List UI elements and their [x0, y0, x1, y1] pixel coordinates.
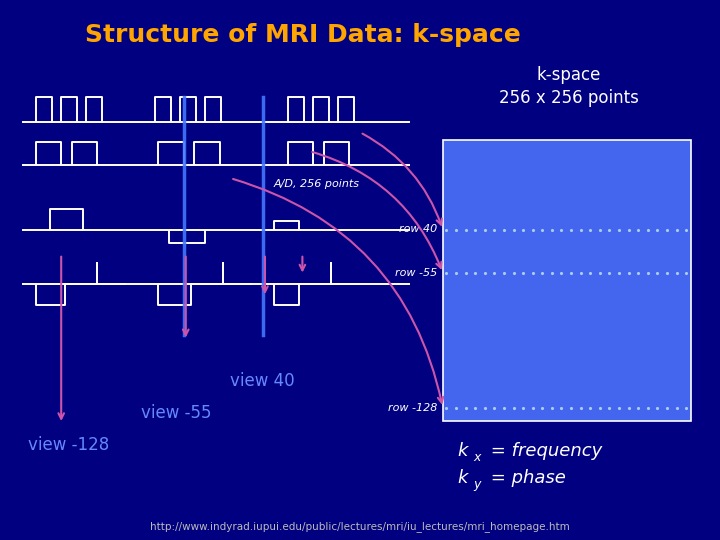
Text: row -128: row -128 — [387, 403, 437, 413]
Text: row 40: row 40 — [399, 225, 437, 234]
Text: view -55: view -55 — [141, 404, 212, 422]
Text: view -128: view -128 — [28, 436, 109, 455]
Text: k: k — [457, 442, 467, 460]
Bar — [443, 140, 691, 421]
Text: = phase: = phase — [485, 469, 565, 487]
Text: view 40: view 40 — [230, 372, 295, 390]
Text: http://www.indyrad.iupui.edu/public/lectures/mri/iu_lectures/mri_homepage.htm: http://www.indyrad.iupui.edu/public/lect… — [150, 521, 570, 532]
Text: Structure of MRI Data: k-space: Structure of MRI Data: k-space — [84, 23, 521, 47]
Text: k-space
256 x 256 points: k-space 256 x 256 points — [499, 65, 639, 107]
Text: A/D, 256 points: A/D, 256 points — [274, 179, 360, 188]
Text: y: y — [473, 478, 480, 491]
Text: = frequency: = frequency — [485, 442, 602, 460]
Text: k: k — [457, 469, 467, 487]
Text: x: x — [473, 451, 480, 464]
Text: row -55: row -55 — [395, 268, 437, 278]
